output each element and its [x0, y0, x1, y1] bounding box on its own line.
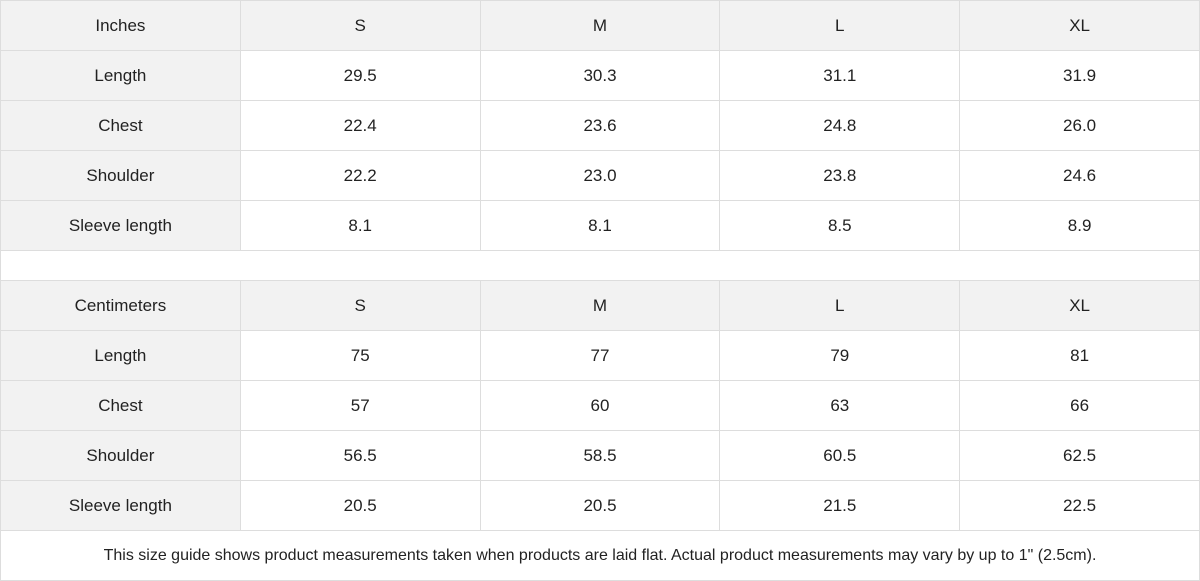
- table-row: Shoulder 22.2 23.0 23.8 24.6: [0, 150, 1200, 201]
- measurement-cell: 20.5: [239, 480, 481, 531]
- unit-header: Inches: [0, 0, 241, 51]
- measurement-cell: 20.5: [479, 480, 721, 531]
- measurement-cell: 63: [719, 380, 961, 431]
- size-header: S: [239, 0, 481, 51]
- size-header: XL: [959, 0, 1200, 51]
- row-label: Sleeve length: [0, 200, 241, 251]
- row-label: Chest: [0, 100, 241, 151]
- table-row: Chest 22.4 23.6 24.8 26.0: [0, 100, 1200, 151]
- size-header: L: [719, 0, 961, 51]
- measurement-cell: 31.1: [719, 50, 961, 101]
- measurement-cell: 21.5: [719, 480, 961, 531]
- measurement-cell: 26.0: [959, 100, 1200, 151]
- table-row: Length 75 77 79 81: [0, 330, 1200, 381]
- table-row: Length 29.5 30.3 31.1 31.9: [0, 50, 1200, 101]
- measurement-cell: 79: [719, 330, 961, 381]
- row-label: Sleeve length: [0, 480, 241, 531]
- measurement-cell: 8.5: [719, 200, 961, 251]
- table-row: Sleeve length 8.1 8.1 8.5 8.9: [0, 200, 1200, 251]
- row-label: Length: [0, 330, 241, 381]
- measurement-cell: 29.5: [239, 50, 481, 101]
- table-row: Shoulder 56.5 58.5 60.5 62.5: [0, 430, 1200, 481]
- measurement-cell: 30.3: [479, 50, 721, 101]
- measurement-cell: 58.5: [479, 430, 721, 481]
- measurement-cell: 77: [479, 330, 721, 381]
- table-row: Chest 57 60 63 66: [0, 380, 1200, 431]
- measurement-cell: 8.1: [239, 200, 481, 251]
- measurement-cell: 60.5: [719, 430, 961, 481]
- measurement-cell: 66: [959, 380, 1200, 431]
- header-row: Centimeters S M L XL: [0, 280, 1200, 331]
- row-label: Shoulder: [0, 150, 241, 201]
- row-label: Shoulder: [0, 430, 241, 481]
- measurement-cell: 24.6: [959, 150, 1200, 201]
- measurement-cell: 31.9: [959, 50, 1200, 101]
- measurement-cell: 75: [239, 330, 481, 381]
- measurement-cell: 56.5: [239, 430, 481, 481]
- measurement-cell: 22.2: [239, 150, 481, 201]
- row-label: Chest: [0, 380, 241, 431]
- measurement-cell: 23.6: [479, 100, 721, 151]
- measurement-cell: 23.0: [479, 150, 721, 201]
- spacer-row: [0, 250, 1200, 281]
- size-header: S: [239, 280, 481, 331]
- row-label: Length: [0, 50, 241, 101]
- measurement-cell: 8.1: [479, 200, 721, 251]
- measurement-cell: 24.8: [719, 100, 961, 151]
- measurement-cell: 57: [239, 380, 481, 431]
- measurement-cell: 8.9: [959, 200, 1200, 251]
- spacer: [0, 250, 1200, 281]
- measurement-cell: 62.5: [959, 430, 1200, 481]
- size-header: L: [719, 280, 961, 331]
- measurement-note: This size guide shows product measuremen…: [0, 530, 1200, 581]
- measurement-cell: 22.5: [959, 480, 1200, 531]
- measurement-cell: 60: [479, 380, 721, 431]
- size-header: XL: [959, 280, 1200, 331]
- measurement-cell: 81: [959, 330, 1200, 381]
- size-header: M: [479, 0, 721, 51]
- measurement-cell: 23.8: [719, 150, 961, 201]
- unit-header: Centimeters: [0, 280, 241, 331]
- header-row: Inches S M L XL: [0, 0, 1200, 51]
- note-row: This size guide shows product measuremen…: [0, 530, 1200, 581]
- measurement-cell: 22.4: [239, 100, 481, 151]
- table-row: Sleeve length 20.5 20.5 21.5 22.5: [0, 480, 1200, 531]
- size-header: M: [479, 280, 721, 331]
